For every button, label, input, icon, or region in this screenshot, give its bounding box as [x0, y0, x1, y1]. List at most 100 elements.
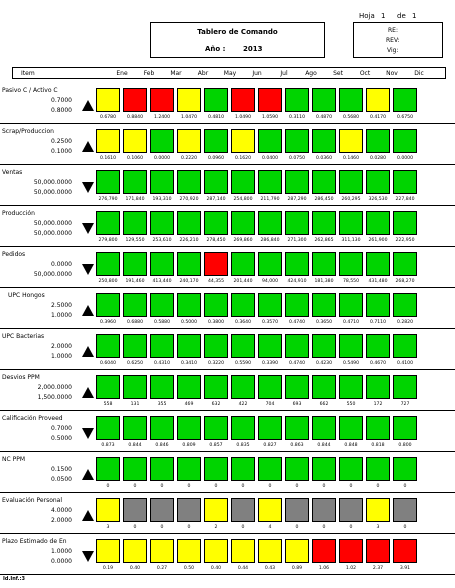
- monthly-value: 0.827: [263, 443, 277, 448]
- monthly-value: 240,170: [179, 279, 199, 284]
- status-cell-dic: [393, 211, 417, 235]
- row-divider: [0, 205, 455, 206]
- column-header-bar: Item Ene Feb Mar Abr May Jun Jul Ago Set Oct Nov Di…: [12, 67, 446, 79]
- status-cell-jul: [258, 88, 282, 112]
- status-cell-abr: [177, 498, 201, 522]
- monthly-value: 326,530: [368, 197, 388, 202]
- status-cell-mar: [150, 498, 174, 522]
- month-header-may: May: [223, 70, 237, 77]
- monthly-value: 0.2820: [396, 320, 414, 325]
- sheet-of-label: de: [397, 12, 406, 20]
- status-cell-ago: [285, 416, 309, 440]
- sheet-total: 1: [412, 12, 417, 20]
- monthly-value: 704: [265, 402, 275, 407]
- status-cell-nov: [366, 293, 390, 317]
- status-cell-jun: [231, 293, 255, 317]
- status-cell-jun: [231, 375, 255, 399]
- status-cell-feb: [123, 211, 147, 235]
- monthly-value: 422: [238, 402, 248, 407]
- status-cell-nov: [366, 375, 390, 399]
- status-cell-abr: [177, 539, 201, 563]
- monthly-value: 0.4810: [207, 115, 225, 120]
- monthly-value: 424,910: [287, 279, 307, 284]
- status-cell-jun: [231, 211, 255, 235]
- status-cell-jun: [231, 416, 255, 440]
- status-cell-jun: [231, 252, 255, 276]
- status-cell-abr: [177, 252, 201, 276]
- status-cell-dic: [393, 170, 417, 194]
- status-cell-set: [312, 129, 336, 153]
- monthly-value: 0.848: [344, 443, 358, 448]
- indicator-name: Calificación Proveed: [2, 415, 63, 422]
- arrow-up-icon: [82, 100, 94, 111]
- arrow-up-icon: [82, 346, 94, 357]
- status-cell-oct: [339, 88, 363, 112]
- target-lower: 0.1000: [51, 148, 72, 155]
- monthly-value: 727: [400, 402, 410, 407]
- status-cell-set: [312, 88, 336, 112]
- monthly-value: 0.0000: [396, 156, 414, 161]
- target-upper: 0.7000: [51, 97, 72, 104]
- status-cell-oct: [339, 498, 363, 522]
- status-cell-jun: [231, 457, 255, 481]
- monthly-value: 0.4170: [369, 115, 387, 120]
- monthly-value: 171,840: [125, 197, 145, 202]
- status-cell-jul: [258, 416, 282, 440]
- status-cell-abr: [177, 457, 201, 481]
- arrow-down-icon: [82, 551, 94, 562]
- monthly-value: 0: [133, 525, 137, 530]
- monthly-value: 2.37: [372, 566, 384, 571]
- indicator-name: Evaluación Personal: [2, 497, 63, 504]
- month-header-dic: Dic: [414, 70, 424, 77]
- status-cell-set: [312, 293, 336, 317]
- monthly-value: 0.40: [129, 566, 141, 571]
- monthly-value: 0.6780: [99, 115, 117, 120]
- monthly-value: 129,550: [125, 238, 145, 243]
- revision-box: RE: REV: Vig:: [353, 22, 443, 58]
- vig-label: Vig:: [387, 47, 399, 54]
- status-cell-may: [204, 375, 228, 399]
- target-upper: 0.0000: [51, 261, 72, 268]
- status-cell-dic: [393, 539, 417, 563]
- monthly-value: 287,140: [206, 197, 226, 202]
- monthly-value: 3.91: [399, 566, 411, 571]
- monthly-value: 181,380: [314, 279, 334, 284]
- status-cell-oct: [339, 457, 363, 481]
- monthly-value: 0.844: [317, 443, 331, 448]
- status-cell-ene: [96, 457, 120, 481]
- status-cell-jun: [231, 498, 255, 522]
- monthly-value: 0.5680: [342, 115, 360, 120]
- status-cell-jul: [258, 293, 282, 317]
- status-cell-dic: [393, 498, 417, 522]
- monthly-value: 0.835: [236, 443, 250, 448]
- monthly-value: 0.4310: [153, 361, 171, 366]
- monthly-value: 0.43: [264, 566, 276, 571]
- status-cell-mar: [150, 170, 174, 194]
- monthly-value: 94,000: [261, 279, 279, 284]
- monthly-value: 2: [214, 525, 218, 530]
- arrow-down-icon: [82, 264, 94, 275]
- status-cell-feb: [123, 457, 147, 481]
- monthly-value: 0.0750: [288, 156, 306, 161]
- sheet-number: 1: [381, 12, 386, 20]
- monthly-value: 0.844: [128, 443, 142, 448]
- month-header-oct: Oct: [359, 70, 371, 77]
- status-cell-jul: [258, 170, 282, 194]
- monthly-value: 0.857: [209, 443, 223, 448]
- monthly-value: 0: [295, 484, 299, 489]
- re-label: RE:: [388, 27, 398, 34]
- monthly-value: 279,800: [98, 238, 118, 243]
- monthly-value: 0: [295, 525, 299, 530]
- month-header-feb: Feb: [143, 70, 155, 77]
- month-header-set: Set: [333, 70, 343, 77]
- status-cell-feb: [123, 129, 147, 153]
- monthly-value: 0.1620: [234, 156, 252, 161]
- monthly-value: 0.873: [101, 443, 115, 448]
- status-cell-feb: [123, 170, 147, 194]
- status-cell-dic: [393, 129, 417, 153]
- monthly-value: 0: [349, 484, 353, 489]
- monthly-value: 0: [187, 525, 191, 530]
- monthly-value: 0.1460: [342, 156, 360, 161]
- status-cell-feb: [123, 416, 147, 440]
- status-cell-may: [204, 88, 228, 112]
